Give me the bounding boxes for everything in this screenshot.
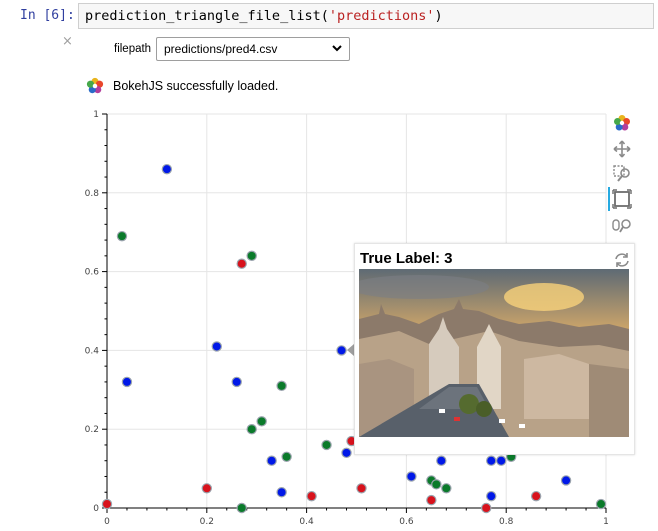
data-point-blue [486, 490, 497, 502]
filepath-label: filepath [114, 43, 152, 55]
data-point-green [236, 502, 247, 514]
data-point-blue [486, 455, 497, 466]
data-point-green [256, 416, 267, 427]
bokeh-logo-icon [86, 77, 104, 94]
data-point-blue [266, 455, 277, 466]
y-tick-label: 0.2 [85, 425, 99, 435]
y-tick-label: 0.6 [85, 268, 100, 278]
active-tool-indicator [608, 187, 610, 211]
data-point-green [441, 483, 452, 494]
reset-icon[interactable] [611, 249, 633, 271]
x-tick-label: 0.4 [299, 517, 314, 527]
data-point-red [101, 498, 113, 510]
zoom-search-icon[interactable] [611, 163, 633, 185]
data-point-green [246, 424, 257, 435]
data-point-blue [336, 345, 347, 356]
data-point-red [356, 483, 367, 494]
data-point-blue [496, 455, 507, 466]
bokeh-logo-icon[interactable] [611, 112, 633, 134]
data-point-green [281, 451, 292, 462]
data-point-blue [211, 341, 222, 352]
filepath-dropdown[interactable]: predictions/pred4.csv [156, 37, 350, 61]
data-point-blue [406, 471, 417, 482]
y-tick-label: 0.4 [85, 346, 100, 356]
data-point-green [116, 230, 128, 242]
code-cell-input[interactable]: prediction_triangle_file_list('predictio… [78, 3, 654, 29]
data-point-red [201, 483, 212, 494]
chevron-down-icon [332, 45, 342, 52]
data-point-red [481, 502, 492, 514]
data-point-green [595, 498, 607, 510]
data-point-blue [121, 376, 133, 388]
data-point-red [306, 490, 317, 502]
code-string-arg: 'predictions' [328, 8, 435, 24]
code-close-paren: ) [434, 8, 443, 24]
x-tick-label: 0.6 [399, 517, 414, 527]
x-tick-label: 0.2 [200, 517, 214, 527]
tooltip-title: True Label: 3 [360, 250, 453, 267]
y-tick-label: 0.8 [85, 189, 100, 199]
data-point-blue [436, 455, 447, 466]
y-tick-label: 0 [93, 504, 99, 514]
cell-prompt: In [6]: [20, 8, 75, 23]
data-point-green [246, 250, 257, 262]
close-icon[interactable]: × [62, 34, 73, 49]
x-tick-label: 0.8 [499, 517, 514, 527]
bokeh-loaded-message: BokehJS successfully loaded. [113, 79, 279, 93]
data-point-blue [560, 475, 572, 486]
data-point-blue [276, 487, 287, 498]
data-point-red [236, 258, 247, 269]
code-line: prediction_triangle_file_list('predictio… [85, 8, 443, 24]
box-zoom-icon[interactable] [611, 188, 633, 210]
city-image [359, 269, 629, 437]
data-point-blue [341, 447, 352, 459]
filepath-selected-value: predictions/pred4.csv [164, 42, 278, 56]
data-point-red [530, 490, 542, 502]
x-tick-label: 0 [104, 517, 110, 527]
code-function: prediction_triangle_file_list( [85, 8, 329, 24]
pan-tool-icon[interactable] [611, 138, 633, 160]
data-point-green [321, 439, 332, 451]
data-point-green [431, 479, 442, 490]
data-point-green [276, 380, 287, 392]
plot-toolbar [608, 112, 636, 282]
tooltip-arrow [347, 344, 354, 356]
x-tick-label: 1 [603, 517, 609, 527]
data-point-blue [231, 376, 242, 388]
data-point-red [426, 494, 437, 506]
data-point-blue [161, 163, 173, 175]
y-tick-label: 1 [93, 110, 99, 120]
hover-tooltip: True Label: 3 [354, 243, 635, 455]
wheel-zoom-icon[interactable] [611, 215, 633, 237]
